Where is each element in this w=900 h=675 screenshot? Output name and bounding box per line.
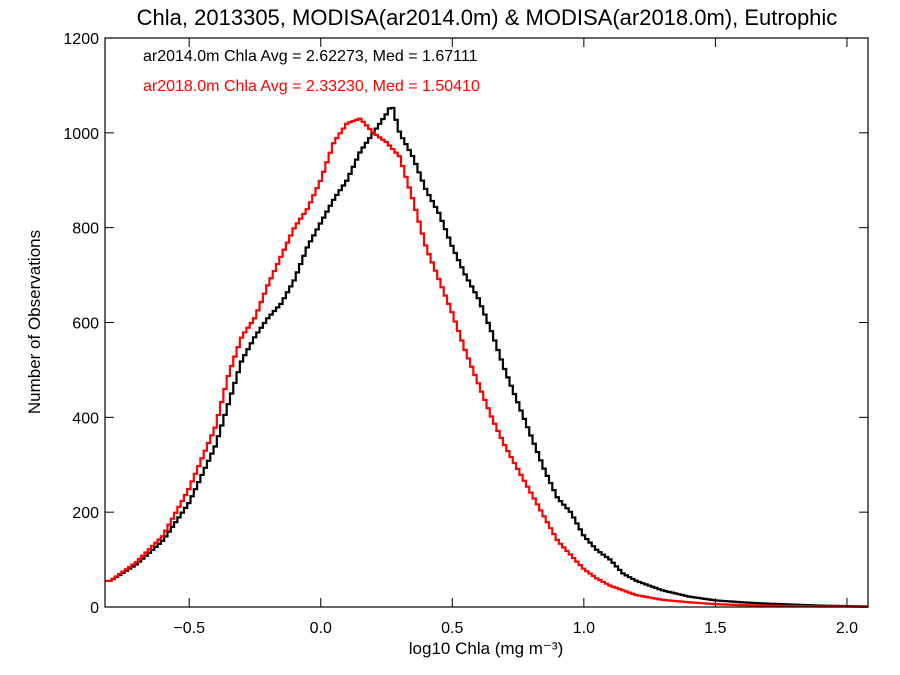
series-line-0 <box>105 106 868 608</box>
ticks-layer: −0.5 0.0 0.5 1.0 1.5 2.0 0 200 400 600 800 1000 1200 <box>63 31 868 637</box>
x-tick-label: 2.0 <box>836 620 858 637</box>
x-tick-label: 0.0 <box>310 620 332 637</box>
y-tick-label: 800 <box>72 221 99 238</box>
annotation-ar2018: ar2018.0m Chla Avg = 2.33230, Med = 1.50… <box>143 78 480 95</box>
x-tick-label: 0.5 <box>441 620 463 637</box>
y-tick-label: 400 <box>72 410 99 427</box>
y-tick-label: 600 <box>72 316 99 333</box>
plot-frame <box>104 37 869 608</box>
y-tick-label: 0 <box>90 600 99 617</box>
x-tick-label: −0.5 <box>173 620 205 637</box>
annotation-ar2014: ar2014.0m Chla Avg = 2.62273, Med = 1.67… <box>143 48 478 65</box>
series-layer <box>105 106 868 609</box>
y-axis-label: Number of Observations <box>25 230 44 414</box>
y-tick-label: 1000 <box>63 126 99 143</box>
x-tick-label: 1.0 <box>573 620 595 637</box>
y-tick-label: 200 <box>72 505 99 522</box>
y-tick-label: 1200 <box>63 31 99 48</box>
x-tick-label: 1.5 <box>704 620 726 637</box>
series-line-1 <box>105 117 868 609</box>
x-axis-label: log10 Chla (mg m⁻³) <box>409 639 563 658</box>
chart-title: Chla, 2013305, MODISA(ar2014.0m) & MODIS… <box>137 5 838 30</box>
